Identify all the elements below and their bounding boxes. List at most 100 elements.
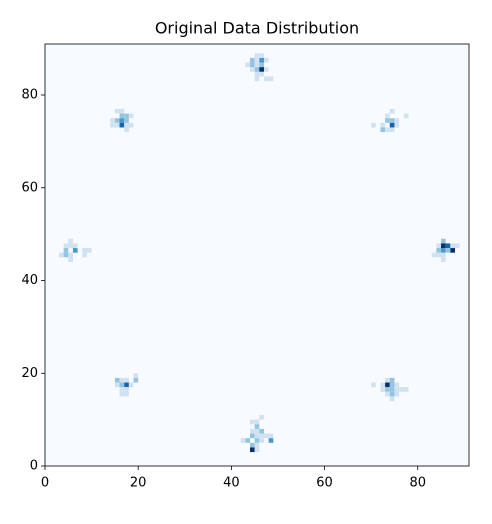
cell bbox=[450, 248, 456, 253]
cell bbox=[389, 391, 395, 397]
cell bbox=[250, 433, 255, 439]
cell bbox=[259, 71, 264, 77]
cell bbox=[380, 387, 386, 392]
cell bbox=[441, 257, 446, 262]
x-tick-label: 80 bbox=[409, 476, 426, 491]
cell bbox=[389, 387, 395, 392]
cell bbox=[259, 438, 264, 443]
cell bbox=[450, 243, 456, 249]
cell bbox=[119, 382, 125, 388]
y-tick-label: 60 bbox=[21, 180, 38, 195]
cell bbox=[263, 57, 269, 63]
cell bbox=[385, 391, 390, 397]
cell bbox=[114, 377, 120, 383]
chart-title: Original Data Distribution bbox=[155, 19, 359, 38]
cell bbox=[82, 248, 87, 253]
cell bbox=[441, 238, 446, 244]
cell bbox=[245, 62, 251, 68]
cell bbox=[250, 447, 255, 453]
cell bbox=[72, 248, 78, 253]
cell bbox=[259, 428, 264, 434]
cell bbox=[259, 62, 264, 68]
cell bbox=[254, 53, 260, 58]
cell bbox=[394, 387, 400, 392]
x-tick-label: 60 bbox=[316, 476, 333, 491]
cell bbox=[259, 67, 264, 72]
y-tick-label: 0 bbox=[30, 459, 38, 474]
cell bbox=[68, 257, 73, 262]
cell bbox=[124, 387, 129, 392]
cell bbox=[254, 424, 260, 429]
cell bbox=[268, 438, 274, 443]
cell bbox=[245, 438, 251, 443]
y-tick-label: 40 bbox=[21, 273, 38, 288]
cell bbox=[124, 122, 129, 128]
cell bbox=[254, 71, 260, 77]
cell bbox=[389, 396, 395, 402]
cell bbox=[441, 248, 446, 253]
cell bbox=[119, 377, 125, 383]
cell bbox=[268, 433, 274, 439]
cell bbox=[385, 127, 390, 133]
cell bbox=[63, 252, 69, 258]
cell bbox=[385, 387, 390, 392]
cell bbox=[394, 382, 400, 388]
cell bbox=[86, 248, 92, 253]
cell bbox=[380, 127, 386, 133]
cell bbox=[114, 122, 120, 128]
cell bbox=[128, 122, 134, 128]
cell bbox=[119, 108, 125, 114]
cell bbox=[124, 382, 129, 388]
cell bbox=[82, 252, 87, 258]
cell bbox=[263, 76, 269, 82]
cell bbox=[394, 391, 400, 397]
cell bbox=[389, 382, 395, 388]
cell bbox=[254, 428, 260, 434]
cell bbox=[389, 127, 395, 133]
cell bbox=[445, 243, 451, 249]
cell bbox=[119, 113, 125, 119]
cell bbox=[133, 373, 139, 378]
cell bbox=[371, 382, 376, 388]
cell bbox=[133, 377, 139, 383]
cell bbox=[254, 76, 260, 82]
cell bbox=[124, 113, 129, 119]
cell bbox=[263, 433, 269, 439]
cell bbox=[371, 122, 376, 128]
cell bbox=[110, 118, 115, 123]
cell bbox=[68, 243, 73, 249]
cell bbox=[250, 62, 255, 68]
cell bbox=[441, 243, 446, 249]
cell bbox=[124, 127, 129, 133]
cell bbox=[119, 118, 125, 123]
cell bbox=[385, 118, 390, 123]
cell bbox=[385, 382, 390, 388]
cell bbox=[436, 243, 442, 249]
cell bbox=[389, 377, 395, 383]
cell bbox=[389, 108, 395, 114]
cell bbox=[263, 67, 269, 72]
cell bbox=[254, 62, 260, 68]
plot-background bbox=[45, 44, 469, 466]
cell bbox=[259, 57, 264, 63]
cell bbox=[72, 243, 78, 249]
x-tick-label: 40 bbox=[223, 476, 240, 491]
cell bbox=[389, 122, 395, 128]
cell bbox=[259, 433, 264, 439]
cell bbox=[124, 118, 129, 123]
cell bbox=[58, 252, 64, 258]
cell bbox=[259, 53, 264, 58]
cell bbox=[250, 57, 255, 63]
cells bbox=[58, 53, 460, 453]
cell bbox=[240, 438, 246, 443]
cell bbox=[254, 419, 260, 425]
cell bbox=[128, 382, 134, 388]
cell bbox=[63, 243, 69, 249]
cell bbox=[436, 248, 442, 253]
y-tick-label: 80 bbox=[21, 88, 38, 103]
cell bbox=[441, 252, 446, 258]
cell bbox=[124, 391, 129, 397]
cell bbox=[68, 252, 73, 258]
cell bbox=[110, 122, 115, 128]
